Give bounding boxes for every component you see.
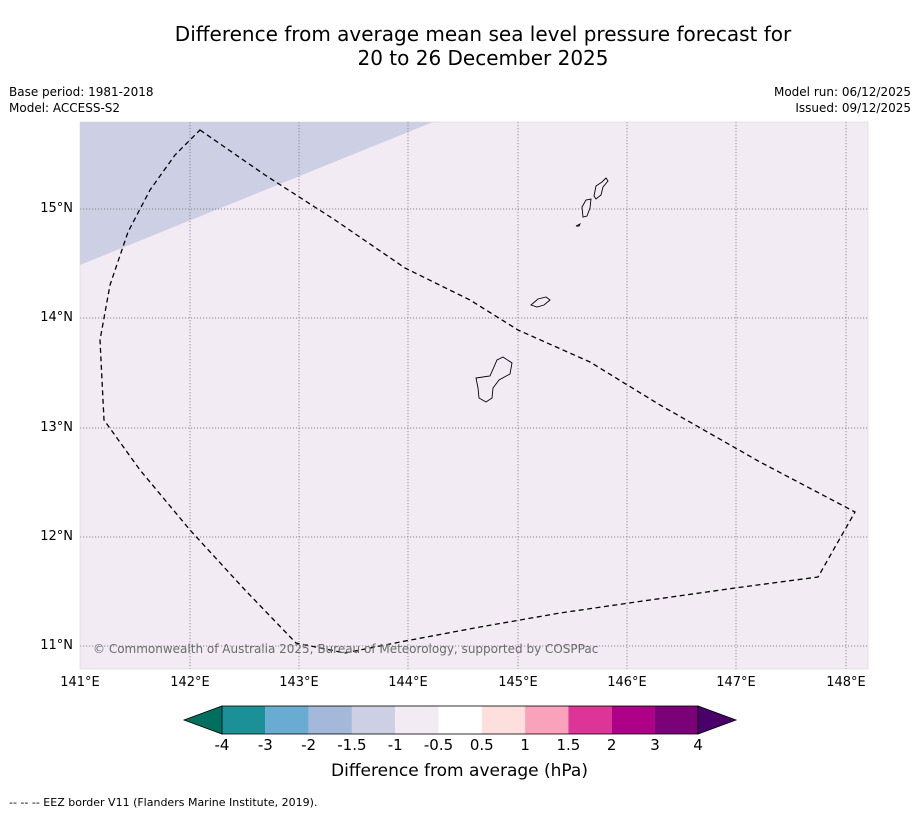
colorbar-tick: -1.5 xyxy=(337,736,367,754)
issued-date: Issued: 09/12/2025 xyxy=(795,101,911,115)
colorbar-tick: -0.5 xyxy=(423,736,454,754)
eez-footnote: -- -- -- EEZ border V11 (Flanders Marine… xyxy=(9,796,318,809)
lon-label-141: 141°E xyxy=(60,675,100,690)
anomaly-region-minus-1-5 xyxy=(80,122,433,265)
base-period: Base period: 1981-2018 xyxy=(9,85,154,99)
colorbar-segment xyxy=(481,706,526,734)
lon-label-145: 145°E xyxy=(498,675,538,690)
island-guam xyxy=(475,356,513,403)
colorbar-tick: -2 xyxy=(301,736,317,754)
lat-label-11: 11°N xyxy=(40,638,73,653)
colorbar-label: Difference from average (hPa) xyxy=(331,761,588,781)
colorbar-tick: 1.5 xyxy=(556,736,581,754)
colorbar-tick: -4 xyxy=(214,736,230,754)
lat-label-12: 12°N xyxy=(40,529,73,544)
colorbar-segment xyxy=(611,706,655,734)
colorbar-segment xyxy=(308,706,352,734)
model-name: Model: ACCESS-S2 xyxy=(9,101,121,115)
colorbar-tick: 0.5 xyxy=(469,736,494,754)
colorbar-segment xyxy=(395,706,439,734)
lat-label-14: 14°N xyxy=(40,310,73,325)
colorbar-extend-low xyxy=(182,705,223,735)
lon-label-144: 144°E xyxy=(388,675,428,690)
title-line-1: Difference from average mean sea level p… xyxy=(174,22,792,46)
colorbar-extend-high xyxy=(697,705,738,735)
colorbar-tick: 1 xyxy=(520,736,530,754)
colorbar-tick: 4 xyxy=(693,736,703,754)
map-frame xyxy=(79,121,869,670)
colorbar xyxy=(182,705,738,735)
colorbar-segment xyxy=(655,706,698,734)
lon-label-143: 143°E xyxy=(279,675,319,690)
colorbar-outline xyxy=(221,705,699,735)
colorbar-tick: 2 xyxy=(606,736,617,754)
copyright-notice: © Commonwealth of Australia 2025, Bureau… xyxy=(93,642,599,656)
lon-label-148: 148°E xyxy=(826,675,866,690)
map-title: Difference from average mean sea level p… xyxy=(0,22,919,70)
map-panel xyxy=(80,122,868,669)
colorbar-tick: -3 xyxy=(257,736,273,754)
model-run: Model run: 06/12/2025 xyxy=(773,85,911,99)
lon-label-146: 146°E xyxy=(607,675,647,690)
island-aguijan xyxy=(575,222,582,227)
gridlines xyxy=(80,122,868,669)
island-tinian xyxy=(581,198,592,218)
colorbar-segment xyxy=(222,706,266,734)
lat-label-15: 15°N xyxy=(40,201,73,216)
colorbar-segment xyxy=(265,706,309,734)
colorbar-tick: -1 xyxy=(387,736,403,754)
colorbar-segment xyxy=(568,706,612,734)
island-saipan xyxy=(593,177,609,200)
title-line-2: 20 to 26 December 2025 xyxy=(357,46,609,70)
colorbar-tick: 3 xyxy=(650,736,660,754)
meta-left: Base period: 1981-2018 Model: ACCESS-S2 xyxy=(9,84,154,116)
colorbar-segment xyxy=(525,706,569,734)
colorbar-segment xyxy=(438,706,482,734)
lon-label-147: 147°E xyxy=(716,675,756,690)
meta-right: Model run: 06/12/2025 Issued: 09/12/2025 xyxy=(774,84,911,116)
lat-label-13: 13°N xyxy=(40,420,73,435)
lon-label-142: 142°E xyxy=(170,675,210,690)
colorbar-segment xyxy=(351,706,396,734)
island-rota xyxy=(530,296,551,308)
